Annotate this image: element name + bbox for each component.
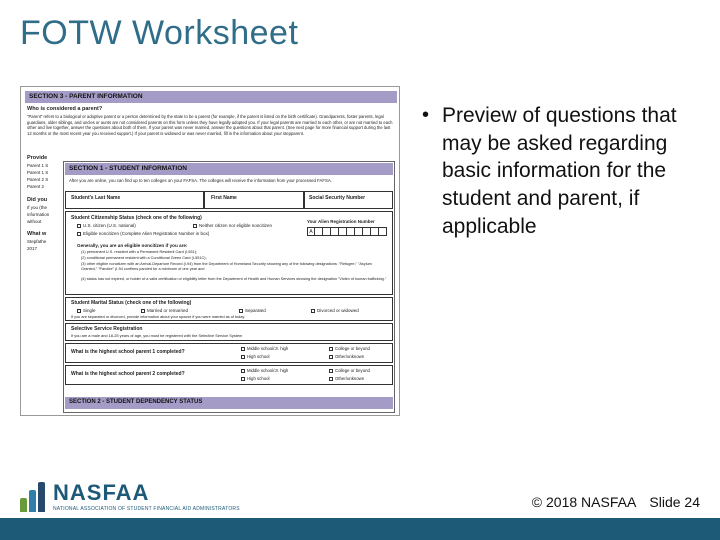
copyright: © 2018 NASFAA <box>532 494 636 510</box>
hs-opt: Other/unknown <box>329 376 364 381</box>
citz-opt: U.S. citizen (U.S. national) <box>77 223 136 228</box>
logo-subtext: NATIONAL ASSOCIATION OF STUDENT FINANCIA… <box>53 506 240 512</box>
hs-opt: High school <box>241 376 269 381</box>
citz-opt: Eligible noncitizen (Complete Alien Regi… <box>77 231 209 236</box>
marital-opt: Separated <box>239 308 266 313</box>
provide-item: Parent 1 S <box>27 163 48 168</box>
arn-boxes: A <box>307 227 387 236</box>
did-heading: Did you <box>27 197 47 203</box>
who-heading: Who is considered a parent? <box>27 106 102 112</box>
gen-item: (4) status has not expired, or holder of… <box>81 277 387 282</box>
slide-title: FOTW Worksheet <box>20 14 298 53</box>
hs-opt: College or beyond <box>329 346 370 351</box>
hs-opt: High school <box>241 354 269 359</box>
logo-text: NASFAA <box>53 482 240 504</box>
provide-heading: Provide <box>27 155 47 161</box>
gen-item: (1) permanent U.S. resident with a Perma… <box>81 250 387 254</box>
worksheet-figure: SECTION 3 - PARENT INFORMATION Who is co… <box>20 86 400 416</box>
hs-opt: Middle school/Jr. high <box>241 368 288 373</box>
bullet-item: • Preview of questions that may be asked… <box>422 102 706 241</box>
whatw: What w <box>27 231 46 237</box>
nasfaa-logo: NASFAA NATIONAL ASSOCIATION OF STUDENT F… <box>20 482 240 512</box>
did-item: information <box>27 212 49 217</box>
citz-opt: Neither citizen nor eligible noncitizen <box>193 223 272 228</box>
did-item: without <box>27 219 41 224</box>
logo-bars-icon <box>20 482 47 512</box>
provide-item: Parent 2 <box>27 184 44 189</box>
section3-header: SECTION 3 - PARENT INFORMATION <box>25 91 397 103</box>
hs2-q: What is the highest school parent 2 comp… <box>71 371 185 377</box>
arn-label: Your Alien Registration Number <box>307 219 375 224</box>
footer-right: © 2018 NASFAA Slide 24 <box>532 494 700 510</box>
marital-opt: Divorced or widowed <box>311 308 359 313</box>
hs-opt: Middle school/Jr. high <box>241 346 288 351</box>
marital-opt: Married or remarried <box>141 308 188 313</box>
slide: { "title": "FOTW Worksheet", "bullet": {… <box>0 0 720 540</box>
did-item: 2017 <box>27 246 37 251</box>
hs-opt: Other/unknown <box>329 354 364 359</box>
footer-strip <box>0 518 720 540</box>
section1-header-bar: SECTION 1 - STUDENT INFORMATION <box>65 163 393 175</box>
hs1-q: What is the highest school parent 1 comp… <box>71 349 185 355</box>
gen-item: (2) conditional permanent resident with … <box>81 256 387 260</box>
selective-heading: Selective Service Registration <box>71 326 142 332</box>
provide-item: Parent 2 S <box>27 177 48 182</box>
did-item: If you (the <box>27 205 47 210</box>
bullet-text: Preview of questions that may be asked r… <box>442 102 706 241</box>
did-item: Stepfathe <box>27 239 46 244</box>
section2-header-bar: SECTION 2 - STUDENT DEPENDENCY STATUS <box>65 397 393 409</box>
married-note: If you are separated or divorced, provid… <box>71 315 245 319</box>
col-ssn: Social Security Number <box>309 195 365 201</box>
hs-opt: College or beyond <box>329 368 370 373</box>
citizenship-heading: Student Citizenship Status (check one of… <box>71 215 202 221</box>
section1-sub: After you are online, you can find up to… <box>69 178 389 183</box>
bullet-glyph: • <box>422 102 442 241</box>
col-firstname: First Name <box>211 195 237 201</box>
bullet-list: • Preview of questions that may be asked… <box>422 102 706 241</box>
who-body: "Parent" refers to a biological or adopt… <box>27 114 395 137</box>
selective-body: If you are a male and 18-25 years of age… <box>71 333 242 338</box>
col-lastname: Student's Last Name <box>71 195 120 201</box>
generally-heading: Generally, you are an eligible noncitize… <box>77 243 187 248</box>
provide-item: Parent 1 S <box>27 170 48 175</box>
marital-heading: Student Marital Status (check one of the… <box>71 300 191 306</box>
slide-number: Slide 24 <box>649 494 700 510</box>
marital-opt: Single <box>77 308 96 313</box>
gen-item: (3) other eligible noncitizen with an Ar… <box>81 262 387 271</box>
